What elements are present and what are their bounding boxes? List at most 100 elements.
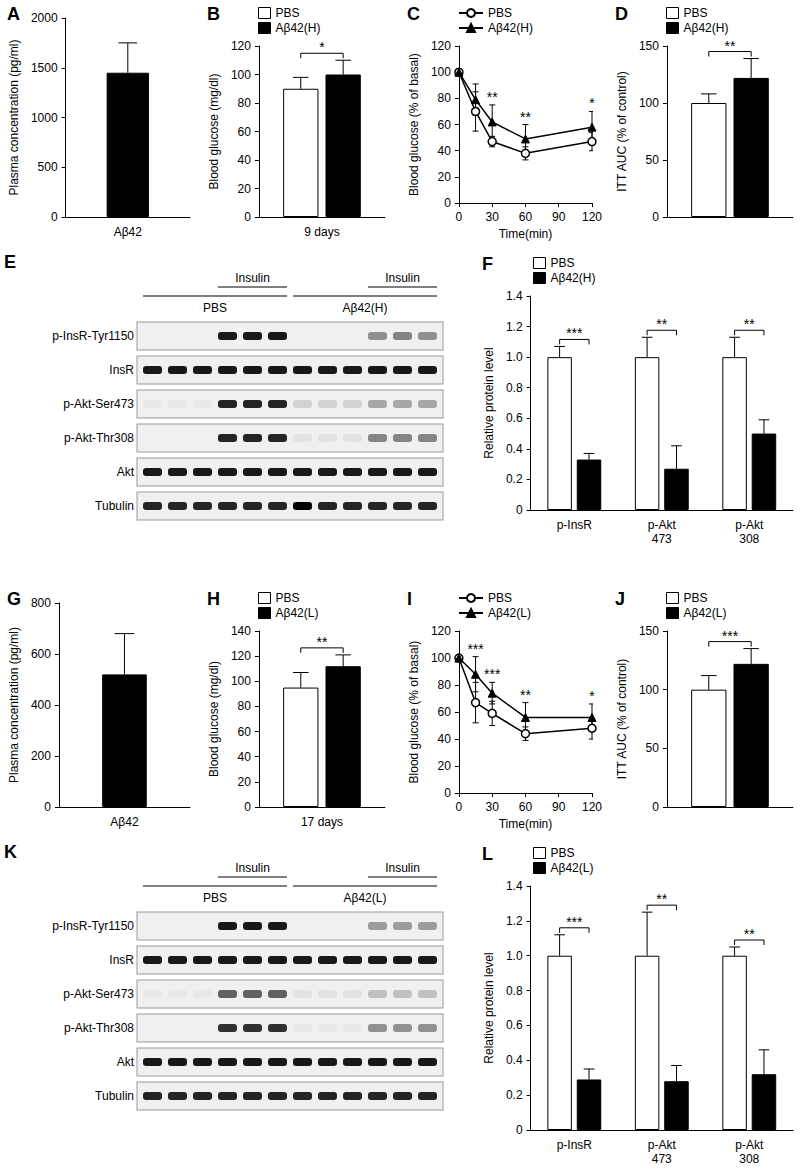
svg-text:PBS: PBS [203, 891, 227, 905]
svg-text:p-Akt-Thr308: p-Akt-Thr308 [64, 431, 134, 445]
svg-text:Blood glucose (mg/dl): Blood glucose (mg/dl) [207, 661, 221, 777]
svg-text:473: 473 [652, 1152, 672, 1166]
svg-text:J: J [615, 589, 625, 609]
svg-text:PBS: PBS [203, 301, 227, 315]
svg-text:1500: 1500 [31, 61, 58, 75]
svg-text:D: D [615, 4, 628, 24]
svg-text:500: 500 [38, 160, 58, 174]
svg-text:17 days: 17 days [301, 815, 343, 829]
svg-text:600: 600 [31, 647, 51, 661]
svg-text:Aβ42(H): Aβ42(H) [551, 271, 596, 285]
svg-text:0.2: 0.2 [506, 1088, 523, 1102]
svg-text:308: 308 [739, 1152, 759, 1166]
svg-text:p-Akt-Ser473: p-Akt-Ser473 [63, 987, 134, 1001]
svg-text:A: A [7, 4, 20, 24]
svg-text:1000: 1000 [31, 111, 58, 125]
svg-text:Aβ42(L): Aβ42(L) [684, 606, 727, 620]
svg-text:**: ** [744, 316, 755, 332]
svg-text:Aβ42(L): Aβ42(L) [276, 606, 319, 620]
svg-text:PBS: PBS [684, 6, 708, 20]
svg-text:150: 150 [639, 39, 659, 53]
svg-text:0: 0 [516, 503, 523, 517]
svg-text:100: 100 [431, 651, 451, 665]
svg-text:p-InsR-Tyr1150: p-InsR-Tyr1150 [52, 329, 134, 343]
svg-text:***: *** [566, 914, 583, 930]
svg-text:*: * [589, 95, 595, 111]
svg-text:Akt: Akt [117, 1055, 135, 1069]
svg-text:I: I [407, 589, 412, 609]
svg-text:20: 20 [238, 182, 252, 196]
svg-text:1.4: 1.4 [506, 879, 523, 893]
svg-text:40: 40 [238, 153, 252, 167]
svg-text:**: ** [725, 38, 736, 54]
svg-text:0: 0 [652, 800, 659, 814]
svg-text:*: * [589, 688, 595, 704]
svg-text:0: 0 [44, 800, 51, 814]
svg-text:0.4: 0.4 [506, 1053, 523, 1067]
svg-text:Relative protein level: Relative protein level [482, 952, 496, 1063]
svg-text:**: ** [520, 687, 531, 703]
svg-text:60: 60 [238, 725, 252, 739]
svg-text:PBS: PBS [276, 6, 300, 20]
svg-text:100: 100 [431, 65, 451, 79]
svg-text:**: ** [487, 89, 498, 105]
svg-text:80: 80 [238, 96, 252, 110]
svg-text:0.6: 0.6 [506, 1018, 523, 1032]
svg-text:Blood glucose (% of basal): Blood glucose (% of basal) [407, 641, 421, 784]
svg-text:80: 80 [438, 678, 452, 692]
svg-text:**: ** [520, 109, 531, 125]
svg-text:0: 0 [444, 786, 451, 800]
svg-text:1.4: 1.4 [506, 289, 523, 303]
svg-text:H: H [207, 589, 220, 609]
svg-text:G: G [7, 589, 21, 609]
svg-text:InsR: InsR [109, 953, 134, 967]
svg-text:0: 0 [456, 800, 463, 814]
svg-text:40: 40 [438, 732, 452, 746]
svg-text:PBS: PBS [551, 256, 575, 270]
svg-text:K: K [4, 842, 17, 862]
svg-text:60: 60 [519, 800, 533, 814]
svg-text:0: 0 [516, 1123, 523, 1137]
svg-text:C: C [407, 4, 420, 24]
svg-text:**: ** [656, 891, 667, 907]
svg-text:90: 90 [552, 800, 566, 814]
svg-text:100: 100 [231, 674, 251, 688]
svg-text:20: 20 [238, 775, 252, 789]
svg-text:Insulin: Insulin [385, 861, 420, 875]
svg-text:120: 120 [582, 210, 602, 224]
svg-text:p-Akt: p-Akt [648, 518, 677, 532]
svg-text:9 days: 9 days [304, 225, 339, 239]
svg-text:20: 20 [438, 170, 452, 184]
svg-text:p-InsR-Tyr1150: p-InsR-Tyr1150 [52, 919, 134, 933]
svg-text:60: 60 [438, 118, 452, 132]
svg-text:B: B [207, 4, 220, 24]
svg-text:p-Akt-Ser473: p-Akt-Ser473 [63, 397, 134, 411]
svg-text:2000: 2000 [31, 11, 58, 25]
svg-text:0: 0 [244, 800, 251, 814]
svg-text:p-InsR: p-InsR [557, 1138, 593, 1152]
svg-text:1.0: 1.0 [506, 949, 523, 963]
svg-text:***: *** [566, 325, 583, 341]
svg-text:80: 80 [238, 699, 252, 713]
svg-text:Aβ42(H): Aβ42(H) [684, 21, 729, 35]
svg-text:*: * [319, 39, 325, 55]
svg-text:150: 150 [639, 624, 659, 638]
svg-text:0: 0 [51, 210, 58, 224]
svg-text:Plasma concentration (pg/ml): Plasma concentration (pg/ml) [7, 39, 21, 195]
svg-text:Aβ42: Aβ42 [114, 225, 143, 239]
svg-text:120: 120 [431, 624, 451, 638]
svg-text:0: 0 [652, 210, 659, 224]
svg-text:F: F [482, 254, 493, 274]
svg-text:40: 40 [438, 144, 452, 158]
svg-text:30: 30 [486, 800, 500, 814]
svg-text:**: ** [744, 926, 755, 942]
svg-text:200: 200 [31, 749, 51, 763]
svg-text:Aβ42(H): Aβ42(H) [488, 21, 533, 35]
svg-text:ITT AUC (% of control): ITT AUC (% of control) [615, 71, 629, 191]
svg-text:308: 308 [739, 532, 759, 546]
svg-text:473: 473 [652, 532, 672, 546]
svg-text:0: 0 [244, 210, 251, 224]
svg-text:0.8: 0.8 [506, 984, 523, 998]
svg-text:PBS: PBS [276, 591, 300, 605]
svg-text:PBS: PBS [684, 591, 708, 605]
